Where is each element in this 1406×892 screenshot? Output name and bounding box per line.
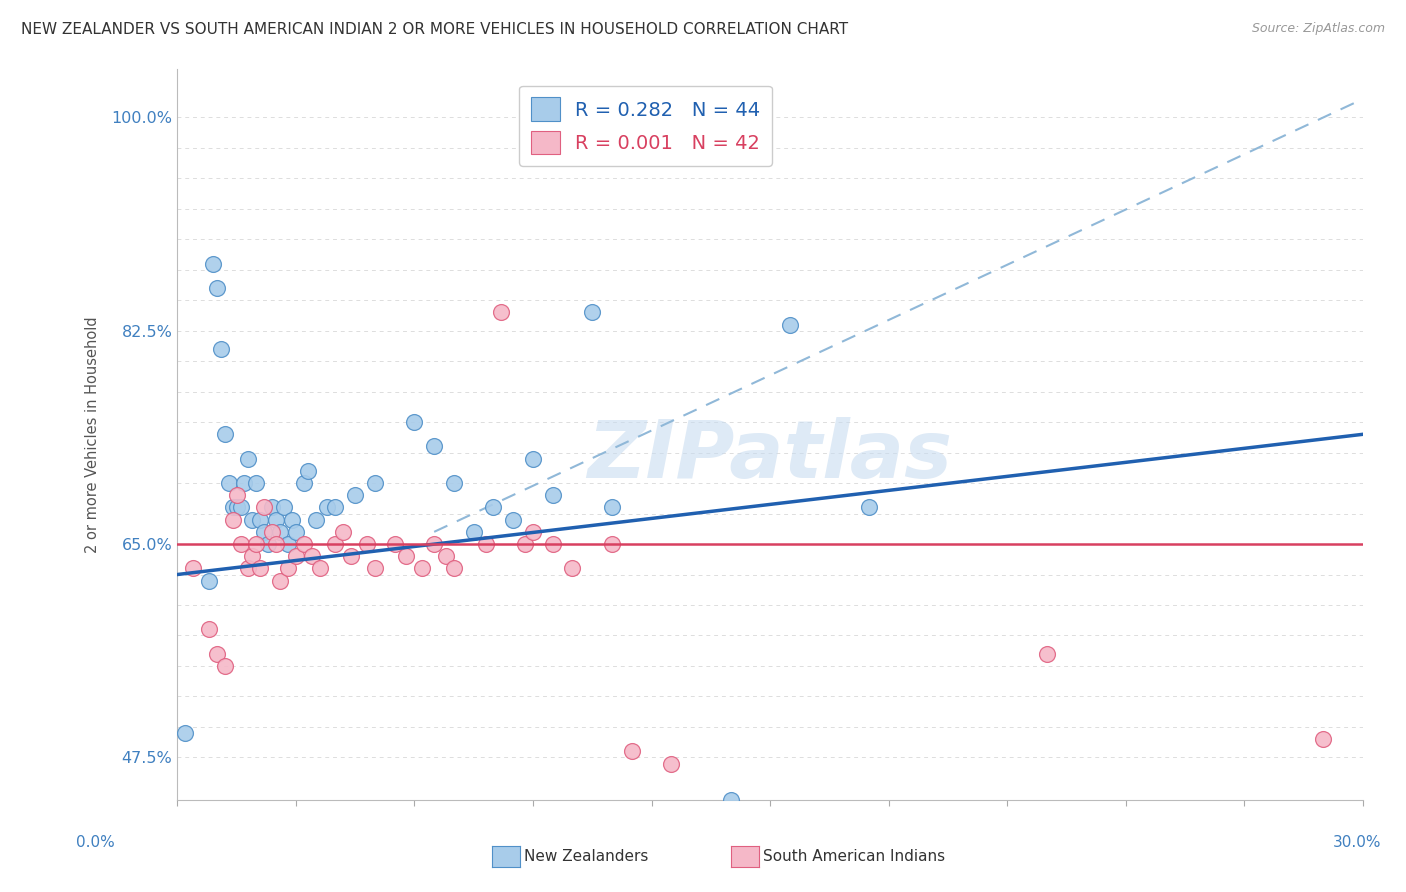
Text: 0.0%: 0.0% — [76, 836, 115, 850]
Point — [225, 488, 247, 502]
Point — [257, 537, 280, 551]
Text: 30.0%: 30.0% — [1333, 836, 1381, 850]
Point — [262, 500, 284, 515]
Point — [502, 513, 524, 527]
Point — [325, 537, 347, 551]
Point — [198, 623, 221, 637]
Point — [581, 305, 603, 319]
Point — [249, 561, 271, 575]
Point — [225, 500, 247, 515]
Point — [308, 561, 330, 575]
Point — [340, 549, 363, 564]
Point — [513, 537, 536, 551]
Point — [233, 476, 256, 491]
Point — [1035, 647, 1057, 661]
Point — [201, 257, 224, 271]
Point — [264, 537, 287, 551]
Point — [482, 500, 505, 515]
Point — [240, 549, 263, 564]
Point — [174, 726, 197, 740]
Text: South American Indians: South American Indians — [763, 849, 946, 863]
Point — [205, 281, 228, 295]
Point — [720, 793, 742, 807]
Point — [364, 561, 387, 575]
Point — [541, 537, 564, 551]
Point — [181, 561, 204, 575]
Point — [443, 561, 465, 575]
Legend: R = 0.282   N = 44, R = 0.001   N = 42: R = 0.282 N = 44, R = 0.001 N = 42 — [519, 86, 772, 166]
Point — [316, 500, 339, 515]
Point — [779, 318, 801, 332]
Point — [238, 451, 260, 466]
Point — [344, 488, 367, 502]
Point — [522, 524, 544, 539]
Point — [423, 537, 446, 551]
Point — [253, 524, 276, 539]
Point — [297, 464, 319, 478]
Point — [229, 537, 252, 551]
Point — [356, 537, 378, 551]
Point — [264, 513, 287, 527]
Point — [434, 549, 457, 564]
Text: Source: ZipAtlas.com: Source: ZipAtlas.com — [1251, 22, 1385, 36]
Point — [620, 744, 643, 758]
Point — [262, 524, 284, 539]
Point — [423, 440, 446, 454]
Point — [404, 415, 426, 429]
Point — [249, 513, 271, 527]
Point — [198, 574, 221, 588]
Point — [221, 513, 243, 527]
Point — [659, 756, 682, 771]
Y-axis label: 2 or more Vehicles in Household: 2 or more Vehicles in Household — [86, 316, 100, 553]
Point — [292, 537, 315, 551]
Point — [561, 561, 583, 575]
Point — [269, 524, 291, 539]
Point — [522, 451, 544, 466]
Point — [1312, 732, 1334, 747]
Point — [284, 549, 307, 564]
Point — [304, 513, 326, 527]
Point — [214, 659, 236, 673]
Point — [205, 647, 228, 661]
Point — [325, 500, 347, 515]
Point — [218, 476, 240, 491]
Point — [858, 500, 880, 515]
Point — [600, 537, 623, 551]
Point — [541, 488, 564, 502]
Point — [474, 537, 496, 551]
Point — [277, 561, 299, 575]
Point — [245, 537, 267, 551]
Point — [269, 574, 291, 588]
Point — [214, 427, 236, 442]
Point — [443, 476, 465, 491]
Point — [292, 476, 315, 491]
Point — [301, 549, 323, 564]
Point — [240, 513, 263, 527]
Point — [284, 524, 307, 539]
Point — [395, 549, 418, 564]
Point — [253, 500, 276, 515]
Text: ZIPatlas: ZIPatlas — [588, 417, 953, 495]
Point — [411, 561, 433, 575]
Point — [221, 500, 243, 515]
Point — [491, 305, 513, 319]
Text: NEW ZEALANDER VS SOUTH AMERICAN INDIAN 2 OR MORE VEHICLES IN HOUSEHOLD CORRELATI: NEW ZEALANDER VS SOUTH AMERICAN INDIAN 2… — [21, 22, 848, 37]
Point — [238, 561, 260, 575]
Point — [277, 537, 299, 551]
Text: New Zealanders: New Zealanders — [524, 849, 648, 863]
Point — [273, 500, 295, 515]
Point — [364, 476, 387, 491]
Point — [384, 537, 406, 551]
Point — [600, 500, 623, 515]
Point — [245, 476, 267, 491]
Point — [209, 342, 232, 356]
Point — [463, 524, 485, 539]
Point — [229, 500, 252, 515]
Point — [281, 513, 304, 527]
Point — [332, 524, 354, 539]
